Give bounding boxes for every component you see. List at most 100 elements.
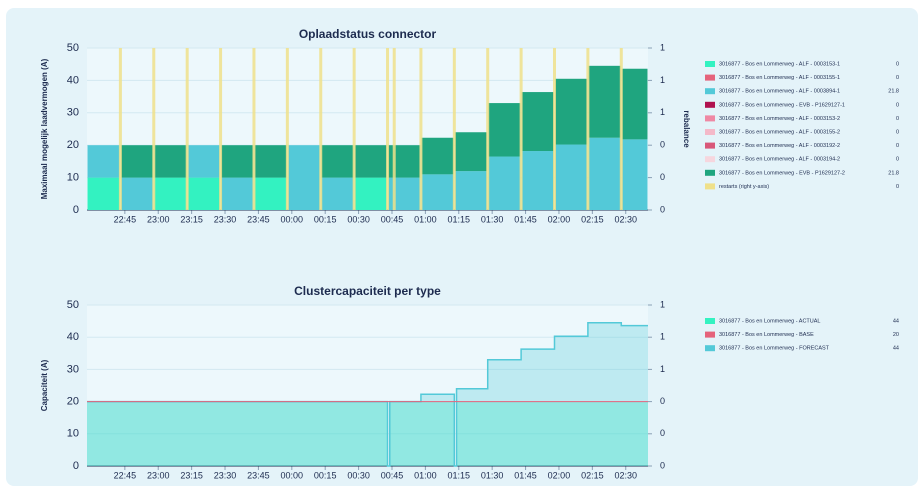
y-tick-label: 40 xyxy=(67,331,79,343)
legend-label: 3016877 - Bos en Lommerweg - ALF - 00038… xyxy=(719,89,840,95)
legend-swatch xyxy=(705,169,715,176)
x-tick-label: 02:15 xyxy=(581,470,604,480)
legend-value: 0 xyxy=(896,184,899,190)
y2-tick-label: 0 xyxy=(660,172,665,182)
bar-segment xyxy=(254,177,287,210)
restart-marker xyxy=(419,48,423,210)
bar-segment xyxy=(87,177,120,210)
x-tick-label: 01:45 xyxy=(514,470,537,480)
legend-swatch xyxy=(705,156,715,163)
legend-swatch xyxy=(705,74,715,81)
legend-value: 21.8 xyxy=(888,170,899,176)
restart-marker xyxy=(118,48,122,210)
y-tick-label: 50 xyxy=(67,42,79,54)
legend-swatch xyxy=(705,115,715,122)
bar-segment xyxy=(87,145,120,178)
legend-label: 3016877 - Bos en Lommerweg - ALF - 00031… xyxy=(719,129,840,135)
legend-label: 3016877 - Bos en Lommerweg - ALF - 00031… xyxy=(719,61,840,67)
x-tick-label: 00:45 xyxy=(381,470,404,480)
y-axis-label: Capaciteit (A) xyxy=(40,359,49,411)
restart-marker xyxy=(319,48,323,210)
x-tick-label: 00:00 xyxy=(281,470,304,480)
restart-marker xyxy=(392,48,396,210)
y2-tick-label: 1 xyxy=(660,364,665,374)
y-tick-label: 20 xyxy=(67,139,79,151)
bar-segment xyxy=(488,156,521,210)
x-tick-label: 00:30 xyxy=(347,470,370,480)
y-tick-label: 30 xyxy=(67,363,79,375)
bar-segment xyxy=(555,144,588,210)
bar-segment xyxy=(321,177,354,210)
legend-label: 3016877 - Bos en Lommerweg - FORECAST xyxy=(719,346,830,352)
x-tick-label: 23:00 xyxy=(147,214,170,224)
legend-swatch xyxy=(705,61,715,67)
chart-title: Oplaadstatus connector xyxy=(299,27,437,41)
x-tick-label: 01:30 xyxy=(481,470,504,480)
bar-segment xyxy=(454,132,488,172)
y-tick-label: 0 xyxy=(73,460,79,472)
x-tick-label: 00:30 xyxy=(347,214,370,224)
restart-marker xyxy=(386,48,390,210)
bar-segment xyxy=(187,145,221,178)
restart-marker xyxy=(152,48,156,210)
x-tick-label: 01:45 xyxy=(514,214,537,224)
restart-marker xyxy=(352,48,356,210)
x-tick-label: 23:00 xyxy=(147,470,170,480)
bar-segment xyxy=(354,177,388,210)
series-line xyxy=(87,321,648,467)
y-tick-label: 0 xyxy=(73,204,79,216)
legend-swatch xyxy=(705,129,715,135)
legend-label: 3016877 - Bos en Lommerweg - ALF - 00031… xyxy=(719,75,840,81)
area-fill xyxy=(87,322,648,466)
legend-value: 0 xyxy=(896,61,899,67)
x-tick-label: 01:15 xyxy=(448,214,471,224)
y-tick-label: 10 xyxy=(67,428,79,440)
x-tick-label: 00:15 xyxy=(314,470,337,480)
plot-area xyxy=(87,305,648,466)
restart-marker xyxy=(586,48,590,210)
legend-label: 3016877 - Bos en Lommerweg - ALF - 00031… xyxy=(719,157,840,163)
y-axis-label: Maximaal mogelijk laadvermogen (A) xyxy=(40,58,49,199)
y2-tick-label: 0 xyxy=(660,204,665,214)
legend-value: 0 xyxy=(896,129,899,135)
legend-label: 3016877 - Bos en Lommerweg - EVB - P1629… xyxy=(719,170,845,176)
bar-segment xyxy=(354,145,388,178)
legend-value: 0 xyxy=(896,75,899,81)
legend-label: 3016877 - Bos en Lommerweg - ALF - 00031… xyxy=(719,116,840,122)
bar-segment xyxy=(454,171,488,210)
y-tick-label: 20 xyxy=(67,396,79,408)
y-tick-label: 50 xyxy=(67,299,79,311)
legend-label: restarts (right y-axis) xyxy=(719,184,769,190)
legend-label: 3016877 - Bos en Lommerweg - ACTUAL xyxy=(719,318,821,324)
bar-segment xyxy=(555,78,588,145)
x-tick-label: 23:45 xyxy=(247,214,270,224)
legend-value: 0 xyxy=(896,143,899,149)
restart-marker xyxy=(252,48,256,210)
legend-value: 21.8 xyxy=(888,89,899,95)
area-fill xyxy=(87,401,648,466)
legend-swatch xyxy=(705,318,715,324)
restart-marker xyxy=(185,48,189,210)
y2-tick-label: 1 xyxy=(660,75,665,85)
x-tick-label: 23:15 xyxy=(180,470,203,480)
bar-segment xyxy=(521,151,554,210)
legend-value: 44 xyxy=(893,318,899,324)
bar-segment xyxy=(588,137,621,210)
bar-segment xyxy=(120,177,154,210)
y2-tick-label: 1 xyxy=(660,299,665,309)
legend-label: 3016877 - Bos en Lommerweg - BASE xyxy=(719,332,814,338)
y2-tick-label: 1 xyxy=(660,42,665,52)
bar-segment xyxy=(421,174,454,210)
x-tick-label: 02:00 xyxy=(548,470,571,480)
bar-segment xyxy=(421,137,454,175)
y2-tick-label: 1 xyxy=(660,107,665,117)
bar-segment xyxy=(287,145,321,210)
bar-segment xyxy=(621,68,648,140)
legend-label: 3016877 - Bos en Lommerweg - ALF - 00031… xyxy=(719,143,840,149)
legend-value: 0 xyxy=(896,116,899,122)
y2-tick-label: 0 xyxy=(660,396,665,406)
y2-tick-label: 1 xyxy=(660,332,665,342)
bar-segment xyxy=(154,145,187,178)
restart-marker xyxy=(452,48,456,210)
restart-marker xyxy=(285,48,289,210)
